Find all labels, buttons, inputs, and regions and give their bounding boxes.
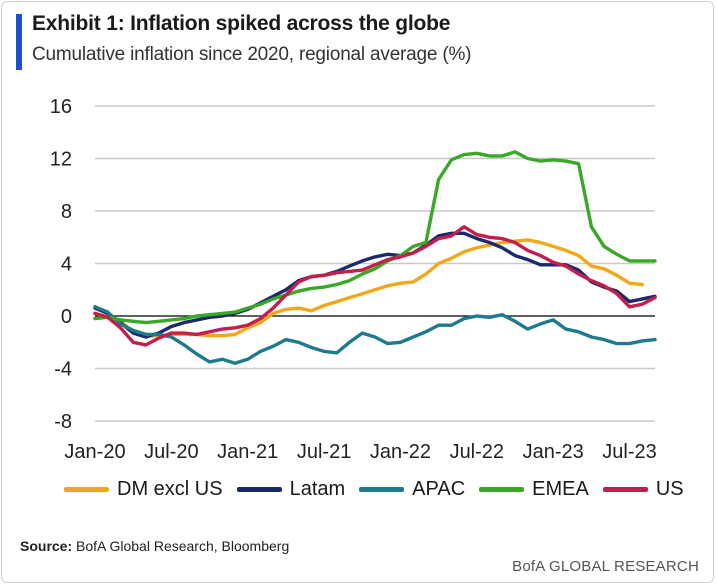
y-axis-labels: -8 -4 0 4 8 12 16 xyxy=(50,96,72,433)
legend-label: APAC xyxy=(412,478,466,500)
legend-swatch xyxy=(602,487,648,492)
source-label: Source: xyxy=(20,538,73,554)
legend-swatch xyxy=(359,487,405,492)
x-tick-label: Jan-21 xyxy=(217,441,278,463)
y-tick-label: -4 xyxy=(54,359,72,381)
legend-label: US xyxy=(655,478,684,500)
source-note: Source: BofA Global Research, Bloomberg xyxy=(20,538,289,554)
x-tick-label: Jul-20 xyxy=(144,441,198,463)
x-tick-label: Jan-20 xyxy=(64,441,125,463)
x-tick-label: Jan-22 xyxy=(370,441,431,463)
x-tick-label: Jan-23 xyxy=(523,441,584,463)
series-lines xyxy=(93,150,657,365)
legend-swatch xyxy=(236,487,282,492)
x-tick-label: Jul-23 xyxy=(602,441,656,463)
chart-legend: DM excl US Latam APAC EMEA US xyxy=(64,478,698,501)
source-text: BofA Global Research, Bloomberg xyxy=(76,538,290,554)
footer-brand: BofA GLOBAL RESEARCH xyxy=(512,558,699,575)
series-line-emea xyxy=(93,150,657,325)
series-line-dm-excl-us xyxy=(93,238,644,338)
y-tick-label: 12 xyxy=(50,149,72,171)
series-line-us xyxy=(93,225,657,347)
legend-label: DM excl US xyxy=(117,478,223,500)
legend-item-dm-excl-us: DM excl US xyxy=(64,478,223,501)
x-tick-label: Jul-21 xyxy=(297,441,351,463)
series-line-apac xyxy=(93,305,657,365)
legend-label: EMEA xyxy=(532,478,589,500)
legend-item-emea: EMEA xyxy=(479,478,589,501)
chart-subtitle: Cumulative inflation since 2020, regiona… xyxy=(32,44,472,65)
y-tick-label: -8 xyxy=(54,411,72,433)
series-line-latam xyxy=(93,231,657,339)
legend-item-latam: Latam xyxy=(236,478,346,501)
y-tick-label: 8 xyxy=(61,201,72,223)
legend-item-us: US xyxy=(602,478,684,501)
legend-item-apac: APAC xyxy=(359,478,465,501)
legend-swatch xyxy=(479,487,525,492)
title-accent-bar xyxy=(16,14,22,70)
legend-label: Latam xyxy=(289,478,346,500)
x-axis-labels: Jan-20 Jul-20 Jan-21 Jul-21 Jan-22 Jul-22 Jan-… xyxy=(64,441,656,463)
y-tick-label: 16 xyxy=(50,96,72,118)
x-tick-label: Jul-22 xyxy=(450,441,504,463)
chart-title: Exhibit 1: Inflation spiked across the g… xyxy=(32,12,451,35)
y-tick-label: 0 xyxy=(61,306,72,328)
legend-swatch xyxy=(64,487,109,492)
y-tick-label: 4 xyxy=(61,254,72,276)
